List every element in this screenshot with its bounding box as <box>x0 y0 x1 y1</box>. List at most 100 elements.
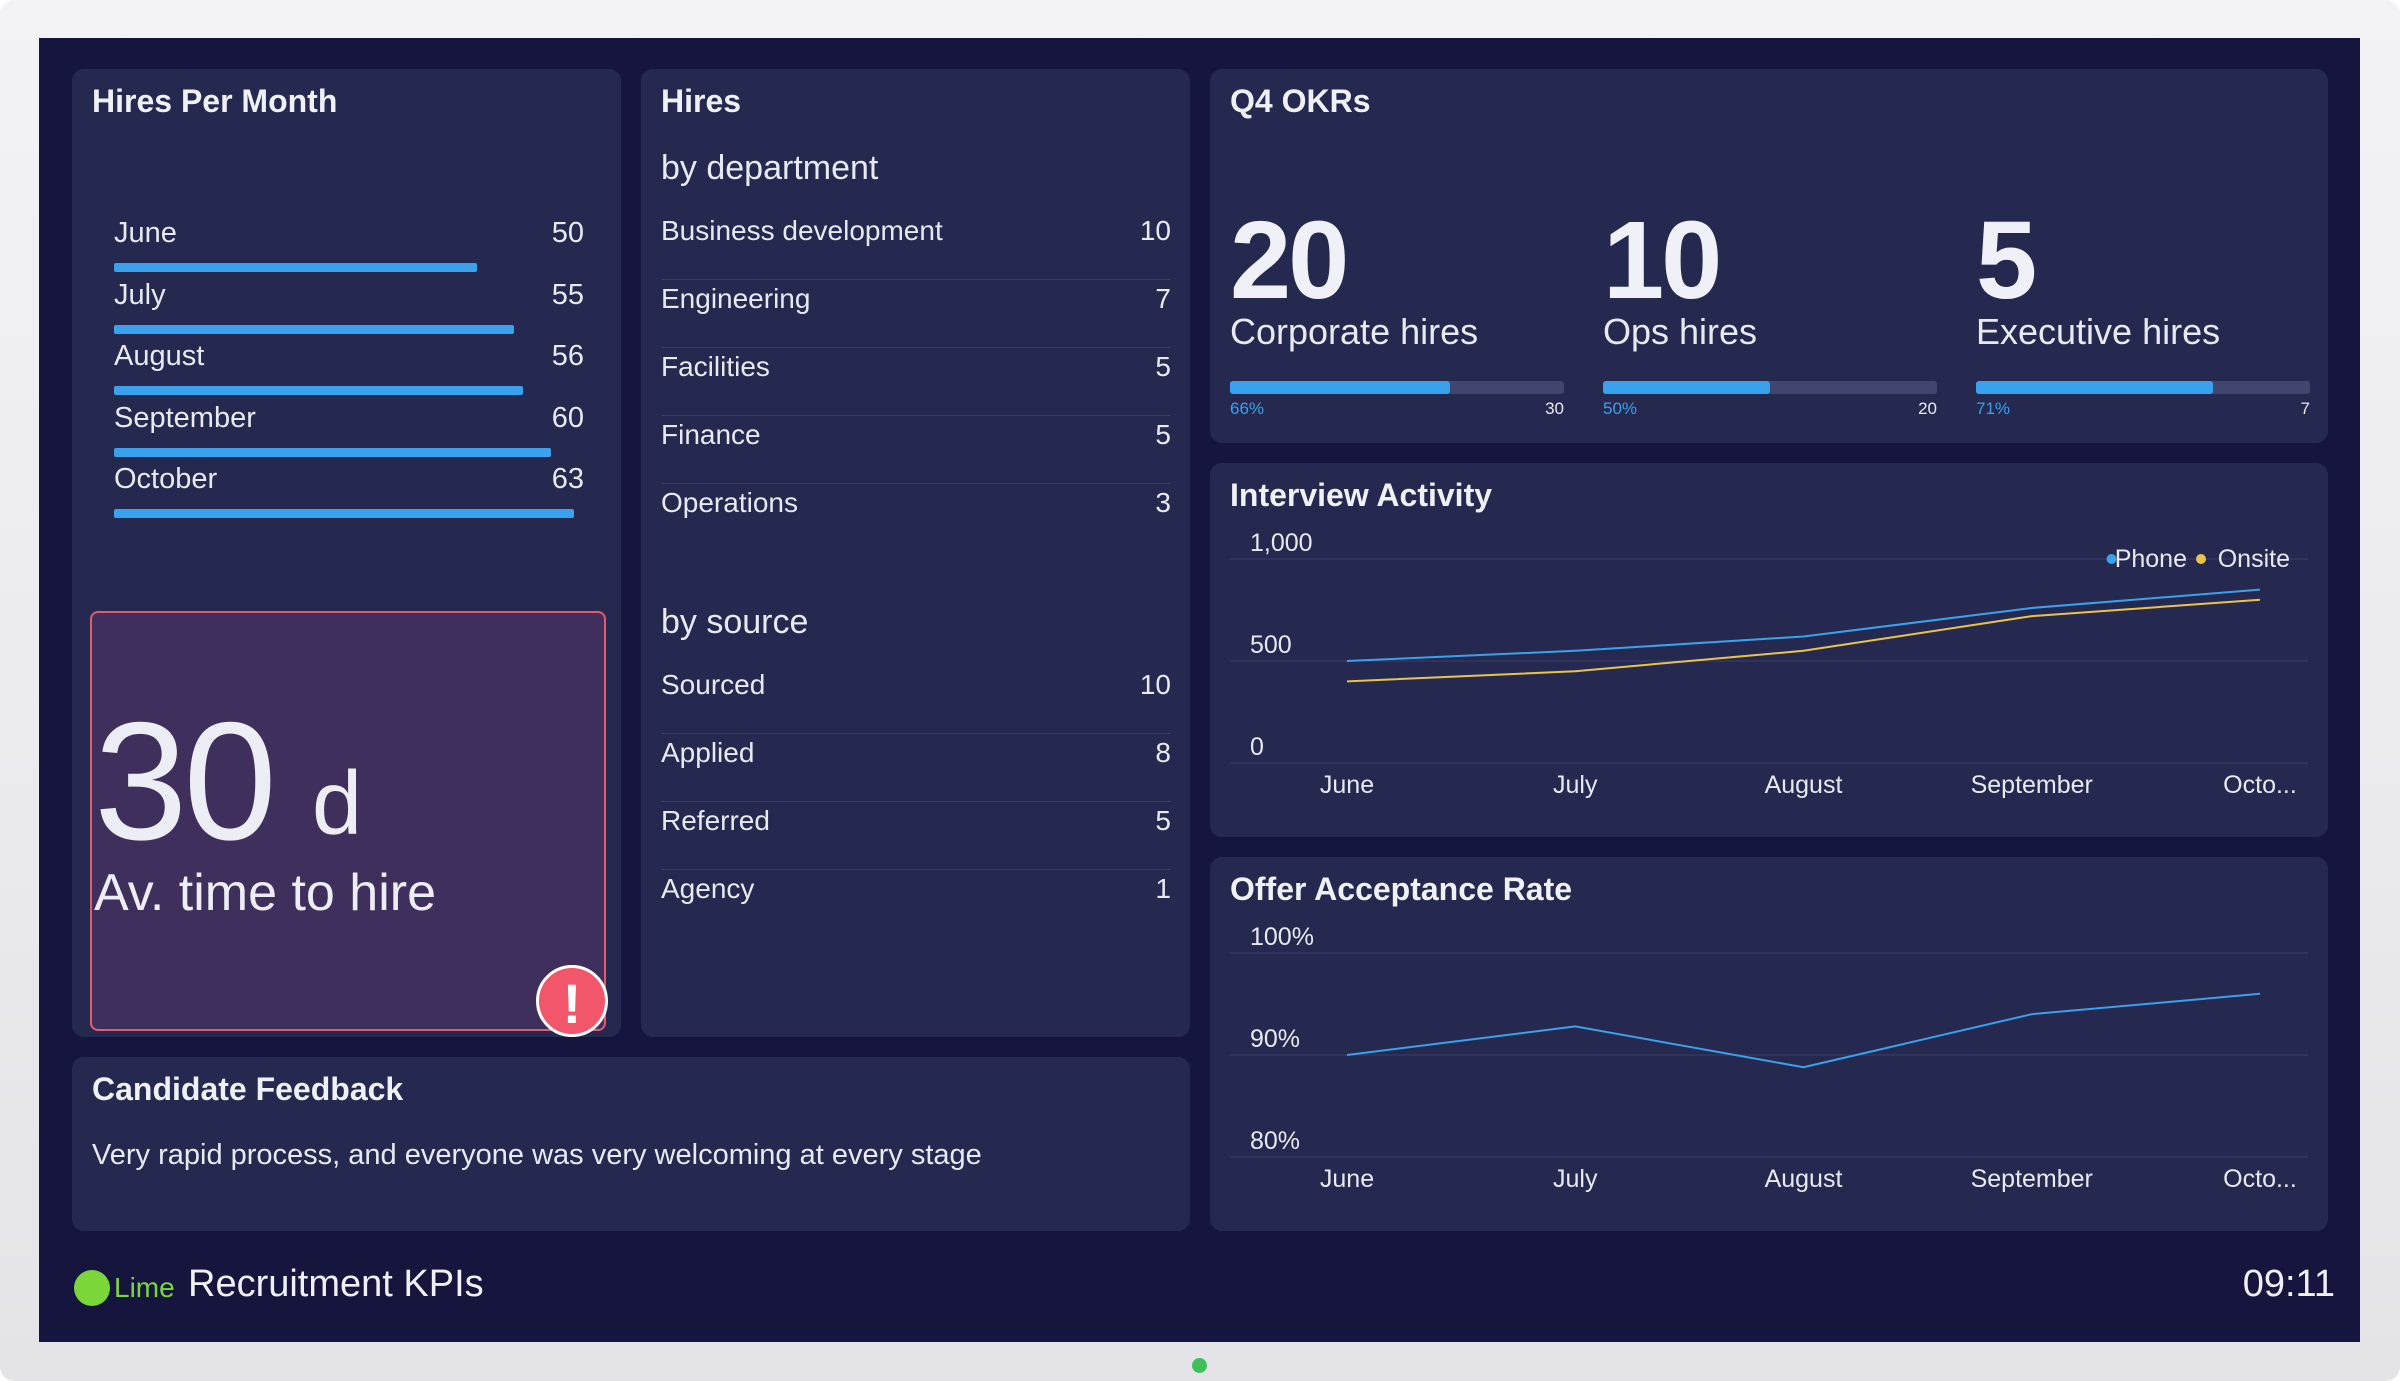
card-title: Hires Per Month <box>92 83 338 119</box>
department-value: 5 <box>1155 419 1171 450</box>
okr-target: 20 <box>1918 399 1937 418</box>
month-row: September 60 <box>114 402 584 464</box>
department-value: 10 <box>1139 215 1171 246</box>
source-row: Applied 8 <box>661 733 1171 802</box>
y-tick-label: 80% <box>1250 1127 1300 1155</box>
okrs-card: Q4 OKRs 20 Corporate hires 66% 30 10 Ops… <box>1210 69 2328 443</box>
okr-label: Executive hires <box>1976 311 2221 352</box>
card-title: Hires <box>661 83 742 119</box>
okr-progress-fill <box>1976 381 2214 394</box>
series-line <box>1346 598 2261 683</box>
x-tick-label: June <box>1320 1165 1374 1193</box>
month-value: 60 <box>551 402 584 434</box>
feedback-text: Very rapid process, and everyone was ver… <box>92 1139 982 1171</box>
by-department-heading: by department <box>661 149 879 187</box>
okr-number: 10 <box>1603 199 1722 322</box>
month-bar <box>114 448 551 457</box>
x-tick-label: July <box>1553 771 1598 799</box>
source-row: Sourced 10 <box>661 665 1171 734</box>
okr-progress-fill <box>1603 381 1770 394</box>
source-row: Referred 5 <box>661 801 1171 870</box>
month-label: July <box>114 279 166 311</box>
month-value: 55 <box>551 279 584 311</box>
okr-progress-track <box>1976 381 2310 394</box>
power-led <box>1192 1358 1207 1373</box>
card-title: Offer Acceptance Rate <box>1230 871 1573 907</box>
month-row: June 50 <box>114 217 584 279</box>
okr-progress-track <box>1603 381 1937 394</box>
interview-activity-card: Interview Activity 1,000 500 0 June July Augu… <box>1210 463 2328 837</box>
x-tick-label: September <box>1971 771 2093 799</box>
source-value: 5 <box>1155 805 1171 836</box>
month-row: July 55 <box>114 279 584 341</box>
department-value: 5 <box>1155 351 1171 382</box>
dashboard-title: Recruitment KPIs <box>188 1263 484 1305</box>
okr-percent: 71% <box>1976 399 2011 418</box>
month-value: 56 <box>551 340 584 372</box>
x-tick-label: July <box>1553 1165 1598 1193</box>
y-tick-label: 500 <box>1250 631 1292 659</box>
department-value: 7 <box>1155 283 1171 314</box>
okr-label: Corporate hires <box>1230 311 1479 352</box>
department-row: Business development 10 <box>661 211 1171 280</box>
okr-item: 20 Corporate hires 66% 30 <box>1230 69 1570 449</box>
brand-name: Lime <box>114 1272 175 1303</box>
okr-label: Ops hires <box>1603 311 1758 352</box>
time-to-hire-value: 30 <box>94 687 277 875</box>
source-value: 1 <box>1155 873 1171 904</box>
month-bar <box>114 325 515 334</box>
x-tick-label: August <box>1765 1165 1843 1193</box>
department-row: Engineering 7 <box>661 279 1171 348</box>
x-tick-label: September <box>1971 1165 2093 1193</box>
candidate-feedback-card: Candidate Feedback Very rapid process, a… <box>72 1057 1190 1231</box>
legend-label: Phone <box>2115 545 2187 573</box>
department-row: Operations 3 <box>661 483 1171 551</box>
month-label: October <box>114 463 218 495</box>
okr-target: 30 <box>1545 399 1564 418</box>
y-tick-label: 0 <box>1250 733 1264 761</box>
month-value: 63 <box>551 463 584 495</box>
x-tick-label: August <box>1765 771 1843 799</box>
department-row: Facilities 5 <box>661 347 1171 416</box>
okr-target: 7 <box>2300 399 2310 418</box>
time-to-hire-panel: 30 d Av. time to hire ! <box>90 611 608 1037</box>
month-label: August <box>114 340 205 372</box>
source-value: 8 <box>1155 737 1171 768</box>
month-label: September <box>114 402 256 434</box>
hires-per-month-card: Hires Per Month June 50 July 55 August 5… <box>72 69 621 1037</box>
department-row: Finance 5 <box>661 415 1171 484</box>
by-source-heading: by source <box>661 603 809 641</box>
department-label: Operations <box>661 487 798 518</box>
lime-logo-icon <box>74 1270 110 1306</box>
department-label: Engineering <box>661 283 811 314</box>
okr-percent: 66% <box>1230 399 1265 418</box>
offer-acceptance-card: Offer Acceptance Rate 100% 90% 80% June July… <box>1210 857 2328 1231</box>
month-label: June <box>114 217 177 249</box>
series-line <box>1346 992 2261 1069</box>
source-row: Agency 1 <box>661 869 1171 937</box>
month-value: 50 <box>551 217 584 249</box>
y-tick-label: 1,000 <box>1250 529 1313 557</box>
time-to-hire-unit: d <box>312 754 363 854</box>
x-tick-label: Octo... <box>2223 1165 2297 1193</box>
card-title: Candidate Feedback <box>92 1071 404 1107</box>
series-line <box>1346 588 2261 662</box>
legend-marker <box>2106 554 2117 564</box>
month-bar <box>114 509 574 518</box>
source-label: Referred <box>661 805 770 836</box>
okr-progress-track <box>1230 381 1564 394</box>
month-bar <box>114 263 478 272</box>
dashboard-screen: Hires Per Month June 50 July 55 August 5… <box>39 38 2360 1342</box>
okr-progress-fill <box>1230 381 1451 394</box>
source-label: Agency <box>661 873 755 904</box>
department-label: Facilities <box>661 351 770 382</box>
department-label: Finance <box>661 419 761 450</box>
offer-acceptance-chart: 100% 90% 80% June July August September Octo... <box>1230 923 2308 1193</box>
okr-item: 10 Ops hires 50% 20 <box>1603 69 1943 449</box>
clock: 09:11 <box>2242 1263 2335 1305</box>
department-value: 3 <box>1155 487 1171 518</box>
card-title: Interview Activity <box>1230 477 1493 513</box>
hires-card: Hires by department Business development… <box>641 69 1190 1037</box>
month-row: October 63 <box>114 463 584 525</box>
y-tick-label: 90% <box>1250 1025 1300 1053</box>
